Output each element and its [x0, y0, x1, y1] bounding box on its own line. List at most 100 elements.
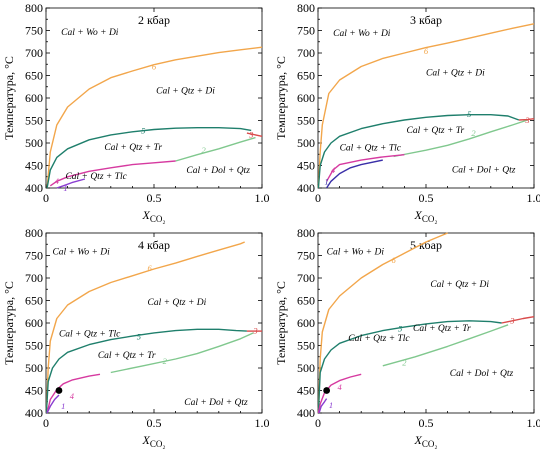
curve-6: [317, 23, 535, 189]
curve-label-1: 1: [61, 401, 65, 411]
y-tick-label: 600: [297, 316, 315, 330]
curve-2: [382, 324, 509, 367]
y-tick-label: 550: [297, 339, 315, 353]
curve-1: [46, 394, 60, 414]
panel-1: 400 450 500 550 600 650 700 750 800 0 0.5 1.0 XCO₂ Те…: [2, 1, 270, 224]
curve-2: [393, 119, 528, 158]
y-tick-label: 550: [297, 114, 315, 128]
x-axis-label-subscript: CO₂: [422, 439, 438, 449]
x-tick-label: 1.0: [527, 191, 540, 205]
curve-label-2: 2: [402, 358, 407, 368]
region-label: Cal + Wo + Di: [52, 248, 110, 258]
y-tick-label: 650: [25, 69, 43, 83]
curve-label-6: 6: [391, 255, 396, 265]
y-tick-label: 450: [25, 384, 43, 398]
y-tick-label: 400: [297, 181, 315, 195]
y-tick-label: 650: [25, 294, 43, 308]
y-axis-label: Температура, °С: [2, 56, 16, 140]
x-axis-label-main: X: [414, 208, 423, 222]
region-label: Cal + Qtz + Tlc: [65, 172, 127, 182]
curve-label-4: 4: [70, 391, 75, 401]
x-tick-label: 0: [43, 191, 49, 205]
y-tick-label: 750: [25, 24, 43, 38]
y-tick-label: 500: [25, 136, 43, 150]
y-axis-label: Температура, °С: [274, 281, 288, 365]
x-axis-label-subscript: CO₂: [150, 439, 166, 449]
x-axis-label-subscript: CO₂: [150, 214, 166, 224]
curve-1: [326, 159, 383, 189]
curve-label-1: 1: [329, 400, 333, 410]
x-tick-label: 0.5: [419, 416, 434, 430]
curve-2: [175, 136, 256, 162]
panel-3: 400 450 500 550 600 650 700 750 800 0 0.5 1.0 XCO₂ Те…: [2, 226, 270, 449]
curve-label-3: 3: [252, 326, 257, 336]
curve-5: [317, 114, 520, 189]
curve-label-4: 4: [331, 165, 336, 175]
region-label: Cal + Qtz + Di: [148, 298, 207, 308]
x-tick-label: 1.0: [527, 416, 540, 430]
panel-2: 400 450 500 550 600 650 700 750 800 0 0.5 1.0 XCO₂ Те…: [274, 1, 540, 224]
y-tick-label: 550: [25, 339, 43, 353]
y-tick-label: 750: [25, 249, 43, 263]
curve-label-6: 6: [148, 263, 153, 273]
x-tick-label: 0: [315, 416, 321, 430]
x-axis-label-main: X: [414, 433, 423, 447]
panel-title: 3 кбар: [410, 13, 442, 27]
region-label: Cal + Qtz + Di: [426, 69, 485, 79]
y-tick-label: 800: [297, 1, 315, 15]
y-tick-label: 800: [25, 226, 43, 240]
y-tick-label: 450: [25, 159, 43, 173]
x-tick-label: 0.5: [147, 416, 162, 430]
curve-label-3: 3: [509, 315, 514, 325]
curve-label-4: 4: [55, 176, 60, 186]
curve-4: [49, 160, 176, 187]
curve-label-2: 2: [163, 356, 168, 366]
x-tick-label: 1.0: [255, 416, 270, 430]
curve-label-6: 6: [152, 62, 157, 72]
curve-4: [46, 373, 101, 414]
y-tick-label: 650: [297, 294, 315, 308]
region-label: Cal + Qtz + Tlc: [340, 144, 402, 154]
invariant-point: [323, 387, 331, 394]
y-tick-label: 600: [25, 316, 43, 330]
curve-label-3: 3: [524, 115, 529, 125]
curve-label-4: 4: [337, 382, 342, 392]
curve-label-2: 2: [471, 128, 476, 138]
y-tick-label: 450: [297, 159, 315, 173]
region-label: Cal + Dol + Qtz: [452, 165, 516, 175]
curve-4: [317, 373, 362, 414]
y-tick-label: 450: [297, 384, 315, 398]
y-tick-label: 400: [25, 181, 43, 195]
y-axis-label: Температура, °С: [274, 56, 288, 140]
region-label: Cal + Dol + Qtz: [184, 398, 248, 408]
region-label: Cal + Qtz + Di: [156, 87, 215, 97]
y-tick-label: 800: [297, 226, 315, 240]
curve-label-5: 5: [467, 109, 471, 119]
x-axis-label: XCO₂: [142, 433, 166, 449]
region-label: Cal + Qtz + Tr: [98, 351, 156, 361]
y-tick-label: 650: [297, 69, 315, 83]
curve-label-3: 3: [248, 129, 253, 139]
region-label: Cal + Qtz + Tr: [104, 143, 162, 153]
x-axis-label-subscript: CO₂: [422, 214, 438, 224]
x-axis-label: XCO₂: [414, 208, 438, 224]
y-tick-label: 500: [297, 136, 315, 150]
y-tick-label: 750: [297, 249, 315, 263]
curve-label-5: 5: [141, 125, 145, 135]
curve-label-5: 5: [137, 332, 141, 342]
x-axis-label: XCO₂: [142, 208, 166, 224]
region-label: Cal + Qtz + Tlc: [348, 334, 410, 344]
panel-title: 2 кбар: [138, 13, 170, 27]
y-tick-label: 400: [25, 406, 43, 420]
region-label: Cal + Qtz + Di: [430, 280, 489, 290]
y-tick-label: 700: [297, 46, 315, 60]
x-tick-label: 1.0: [255, 191, 270, 205]
y-axis-label: Температура, °С: [2, 281, 16, 365]
x-tick-label: 0: [43, 416, 49, 430]
curve-1: [56, 178, 86, 189]
curve-2: [110, 332, 254, 374]
x-axis-label: XCO₂: [414, 433, 438, 449]
y-tick-label: 700: [25, 271, 43, 285]
region-label: Cal + Wo + Di: [61, 28, 119, 38]
